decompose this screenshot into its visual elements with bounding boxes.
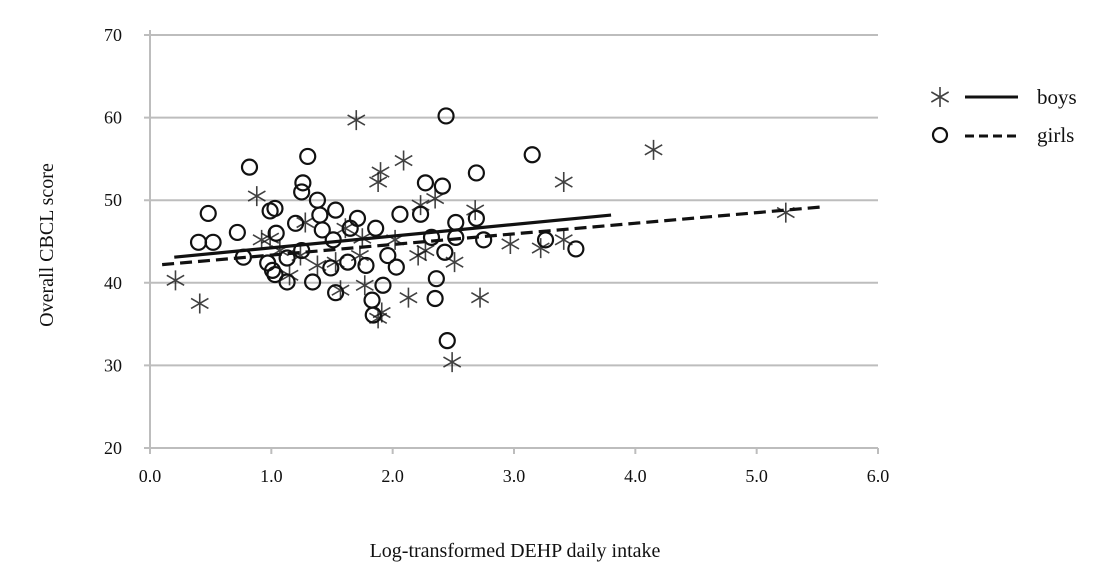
girls-point [303, 273, 322, 291]
x-tick-label: 4.0 [624, 466, 647, 486]
x-tick-label: 6.0 [867, 466, 890, 486]
x-axis-label: Log-transformed DEHP daily intake [370, 540, 661, 562]
girls-point [327, 284, 345, 302]
girls-point [567, 240, 585, 258]
x-tick-label: 3.0 [503, 466, 526, 486]
boys-point [466, 200, 485, 221]
boys-point [411, 195, 430, 216]
girls-point [357, 256, 375, 275]
boys-point [190, 293, 209, 314]
legend-girls-label: girls [1037, 123, 1074, 147]
y-tick-label: 30 [104, 355, 122, 375]
girls-point [475, 231, 493, 249]
girls-point [447, 213, 465, 232]
girls-point [240, 158, 259, 176]
girls-point [367, 219, 385, 237]
x-tick-label: 5.0 [745, 466, 768, 486]
boys-point [371, 162, 390, 183]
girls-point [422, 228, 441, 246]
girls-point [391, 205, 409, 223]
boys-point [261, 228, 280, 249]
boys-fit-line [174, 213, 612, 259]
boys-point [347, 110, 366, 131]
boys-point [247, 186, 266, 207]
boys-point [776, 202, 795, 223]
y-tick-label: 60 [104, 108, 122, 128]
y-tick-label: 50 [104, 190, 122, 210]
girls-point [433, 177, 452, 195]
x-tick-label: 2.0 [381, 466, 404, 486]
x-tick-label: 1.0 [260, 466, 283, 486]
boys-point [296, 212, 315, 233]
boys-point [336, 218, 355, 239]
boys-point [308, 255, 327, 276]
girls-point [427, 270, 445, 288]
boys-point [445, 252, 464, 273]
girls-point [327, 201, 345, 219]
girls-point [416, 174, 435, 192]
girls-point [299, 147, 317, 166]
boys-point [355, 275, 374, 296]
girls-point [467, 164, 485, 182]
girls-point [311, 206, 329, 224]
boys-point [369, 172, 388, 193]
girls-point [438, 332, 456, 350]
boys-point [394, 150, 413, 171]
boys-point [386, 229, 405, 250]
girls-point [348, 209, 367, 227]
legend-circle-icon [931, 126, 949, 144]
girls-point [204, 233, 222, 251]
boys-point [426, 188, 445, 209]
girls-point [387, 258, 405, 276]
boys-point [280, 265, 299, 286]
y-tick-label: 70 [104, 25, 122, 45]
girls-point [363, 291, 381, 309]
girls-point [294, 174, 312, 192]
girls-point [437, 107, 455, 125]
girls-point [339, 253, 357, 271]
boys-point [416, 240, 435, 261]
girls-point [426, 289, 444, 308]
girls-point [523, 146, 541, 164]
boys-point [443, 352, 462, 373]
x-tick-label: 0.0 [139, 466, 162, 486]
girls-point [287, 214, 305, 232]
boys-point [501, 233, 520, 254]
y-axis-label: Overall CBCL score [36, 163, 58, 327]
girls-point [199, 204, 217, 223]
boys-point [369, 308, 388, 329]
boys-point [470, 287, 490, 308]
y-tick-label: 40 [104, 273, 122, 293]
boys-point [372, 302, 391, 323]
girls-point [313, 221, 331, 239]
legend: boys girls [930, 85, 1077, 147]
girls-point [228, 223, 246, 242]
girls-point [379, 246, 397, 265]
girls-point [374, 276, 392, 294]
legend-asterisk-mark [930, 87, 950, 107]
boys-point [326, 252, 345, 273]
boys-point [331, 280, 350, 301]
legend-boys-label: boys [1037, 85, 1077, 109]
girls-point [293, 183, 311, 201]
girls-point [436, 243, 454, 261]
girls-fit-line [161, 205, 824, 267]
boys-point [399, 287, 418, 308]
boys-point [644, 139, 663, 160]
boys-point [554, 172, 573, 193]
girls-point [189, 233, 208, 251]
girls-point [266, 265, 284, 284]
y-tick-label: 20 [104, 438, 122, 458]
girls-point [267, 224, 285, 242]
girls-point [266, 199, 284, 218]
boys-point [554, 229, 573, 250]
boys-point [531, 238, 550, 259]
legend-asterisk-icon [930, 87, 950, 107]
boys-point [166, 270, 185, 291]
